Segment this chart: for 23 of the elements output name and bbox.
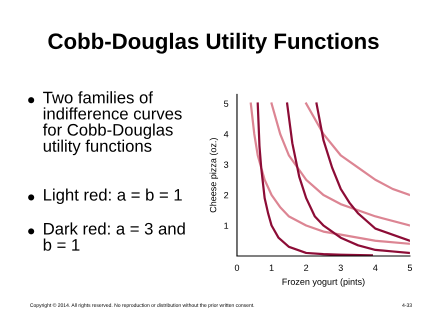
- line-series: [256, 102, 373, 256]
- x-tick-label: 1: [270, 264, 274, 271]
- x-tick-label: 3: [338, 264, 343, 271]
- x-tick-label: 5: [408, 264, 412, 271]
- line-series: [250, 102, 410, 245]
- line-series: [315, 102, 410, 242]
- x-tick-label: 2: [304, 264, 308, 271]
- x-tick-label: 4: [373, 264, 378, 271]
- y-tick-label: 3: [224, 161, 228, 168]
- y-tick-label: 2: [224, 192, 228, 198]
- line-series: [305, 102, 410, 196]
- y-tick-label: 5: [224, 100, 228, 107]
- y-axis-title: Cheese pizza (oz.): [210, 138, 218, 212]
- y-tick-label: 4: [224, 131, 228, 138]
- line-series: [270, 102, 410, 227]
- text: Light red: a = b = 1: [44, 188, 182, 204]
- line-series: [286, 102, 410, 254]
- text: Dark red: a = 3 and b = 1: [44, 222, 185, 251]
- x-tick-label: 0: [234, 264, 240, 271]
- text: Two families of indifference curves for Cobb-Douglas utility functions: [42, 91, 182, 156]
- x-axis-title: Frozen yogurt (pints): [282, 278, 365, 287]
- y-tick-label: 1: [224, 222, 228, 229]
- chart-title: Cobb-Douglas Utility Functions: [48, 32, 379, 54]
